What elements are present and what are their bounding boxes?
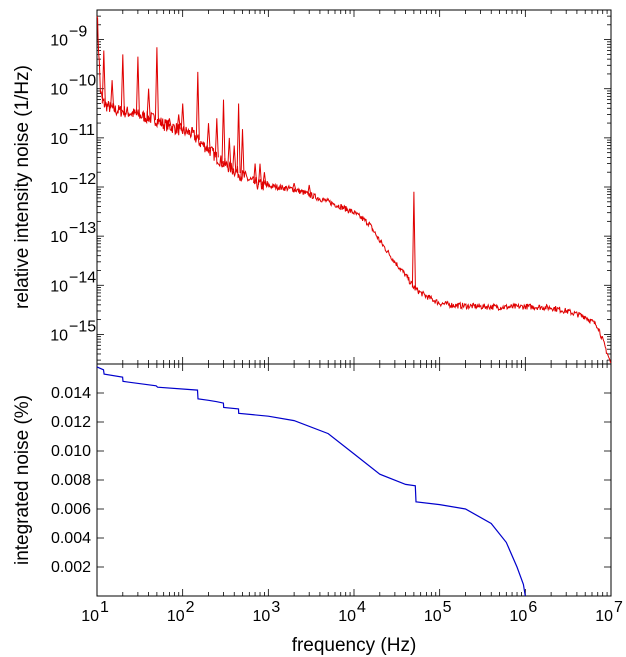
rin-ytick-exp-1: −14 (69, 269, 96, 286)
rin-peak-10 (206, 123, 211, 149)
xtick-exp-6: 7 (614, 599, 623, 616)
integrated-series-line (96, 366, 526, 597)
xtick-exp-5: 6 (528, 599, 537, 616)
xtick-exp-3: 4 (357, 599, 366, 616)
rin-ytick-label-5: 10 (50, 82, 68, 99)
integrated-ytick-label-4: 0.010 (51, 443, 91, 460)
rin-peak-5 (154, 47, 159, 121)
integrated-ylabel: integrated noise (%) (12, 395, 33, 565)
xtick-label-6: 10 (595, 608, 613, 625)
rin-peak-22 (411, 191, 416, 288)
rin-peak-2 (120, 54, 125, 112)
rin-ytick-exp-6: −9 (69, 24, 87, 41)
rin-peak-9 (195, 71, 200, 140)
rin-ytick-label-1: 10 (50, 278, 68, 295)
rin-ylabel: relative intensity noise (1/Hz) (12, 65, 33, 309)
rin-ytick-exp-0: −15 (69, 318, 96, 335)
integrated-ytick-label-1: 0.004 (51, 530, 91, 547)
frequency-xlabel: frequency (Hz) (292, 635, 417, 656)
rin-peak-13 (227, 137, 232, 168)
xtick-label-1: 10 (167, 608, 185, 625)
integrated-ytick-label-0: 0.002 (51, 559, 91, 576)
xtick-exp-4: 5 (443, 599, 452, 616)
rin-ytick-label-0: 10 (50, 327, 68, 344)
integrated-ytick-label-3: 0.008 (51, 472, 91, 489)
xtick-exp-0: 1 (100, 599, 109, 616)
rin-ytick-exp-4: −11 (69, 122, 95, 139)
rin-ytick-exp-3: −12 (69, 171, 96, 188)
rin-ytick-label-3: 10 (50, 180, 68, 197)
rin-peak-18 (258, 163, 262, 186)
rin-ytick-label-4: 10 (50, 131, 68, 148)
rin-peak-14 (232, 145, 237, 171)
rin-peak-17 (253, 163, 258, 184)
rin-peak-15 (236, 103, 241, 174)
rin-peak-8 (180, 103, 185, 131)
xtick-label-5: 10 (510, 608, 528, 625)
xtick-label-4: 10 (424, 608, 442, 625)
xtick-label-0: 10 (81, 608, 99, 625)
rin-peak-21 (307, 184, 312, 195)
xtick-label-2: 10 (253, 608, 271, 625)
rin-peak-19 (262, 172, 267, 186)
rin-peak-16 (240, 129, 245, 176)
xtick-label-3: 10 (338, 608, 356, 625)
rin-peak-4 (146, 88, 151, 118)
rin-peak-20 (292, 182, 297, 190)
integrated-ytick-label-2: 0.006 (51, 501, 91, 518)
rin-peak-12 (221, 99, 226, 164)
rin-peak-3 (135, 56, 140, 116)
rin-ytick-exp-2: −13 (69, 220, 96, 237)
integrated-ytick-label-6: 0.014 (51, 385, 91, 402)
rin-ytick-label-6: 10 (50, 33, 68, 50)
rin-ytick-label-2: 10 (50, 229, 68, 246)
xtick-exp-2: 3 (271, 599, 280, 616)
xtick-exp-1: 2 (186, 599, 195, 616)
rin-ytick-exp-5: −10 (69, 73, 96, 90)
integrated-ytick-label-5: 0.012 (51, 414, 91, 431)
rin-peak-0 (101, 50, 106, 104)
rin-series-line (96, 16, 612, 364)
rin-peak-7 (176, 114, 181, 130)
rin-peak-11 (214, 118, 219, 158)
rin-peak-6 (167, 118, 172, 127)
rin-peak-1 (110, 80, 115, 109)
